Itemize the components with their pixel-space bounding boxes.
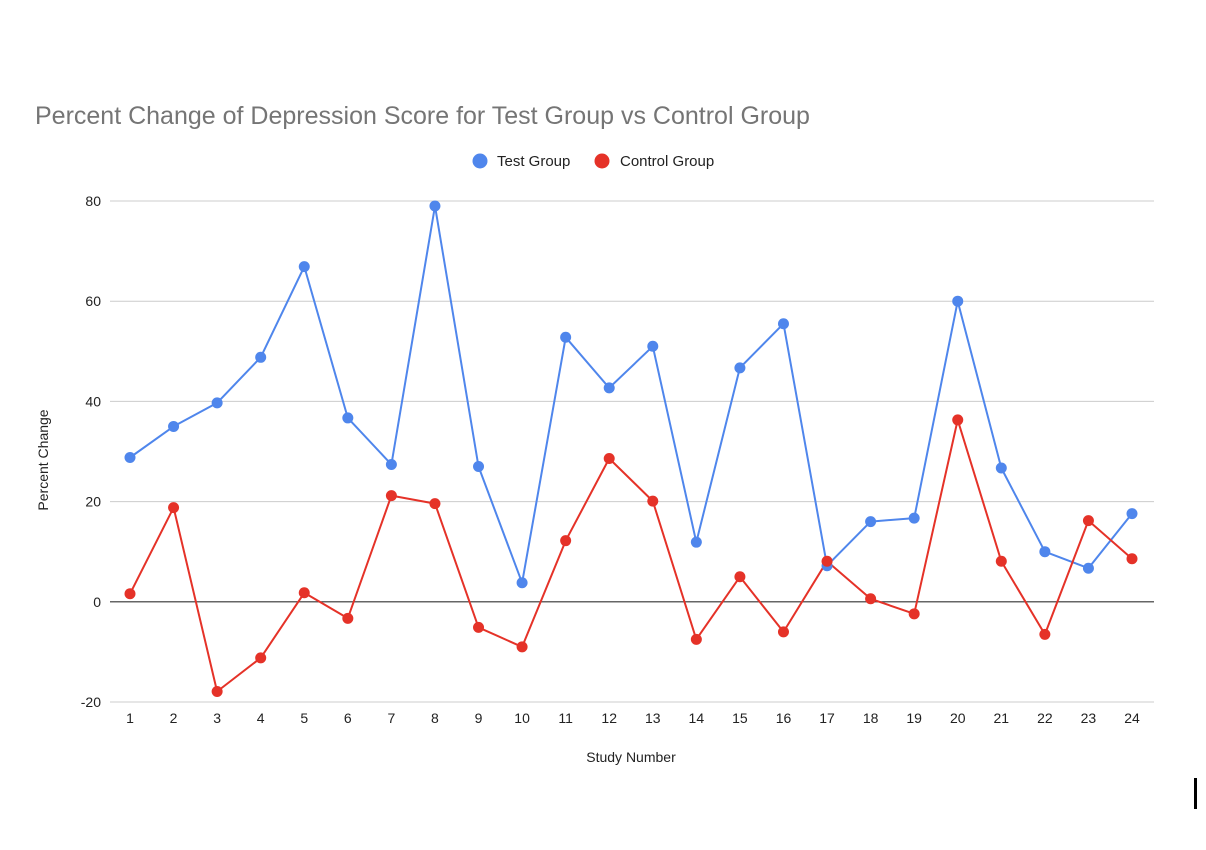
x-tick-label: 6	[344, 710, 352, 726]
legend: Test Group Control Group	[472, 153, 714, 170]
x-tick-label: 8	[431, 710, 439, 726]
y-axis-title: Percent Change	[35, 409, 51, 510]
control-group-point	[690, 633, 702, 645]
y-tick-label: 20	[85, 494, 101, 510]
test-group-point	[908, 512, 920, 524]
x-tick-label: 18	[863, 710, 879, 726]
y-axis-ticks: -20 0 20 40 60 80	[81, 193, 101, 710]
series-lines	[129, 205, 1133, 693]
x-tick-label: 5	[300, 710, 308, 726]
y-tick-label: 80	[85, 193, 101, 209]
control-group-point	[342, 612, 354, 624]
series-points	[124, 200, 1138, 697]
test-group-legend-marker	[472, 153, 488, 169]
control-group-point	[777, 626, 789, 638]
x-tick-label: 1	[126, 710, 134, 726]
control-group-point	[995, 555, 1007, 567]
test-group-point	[1126, 508, 1138, 520]
control-group-point	[211, 685, 223, 697]
test-group-point	[1039, 546, 1051, 558]
control-group-point	[1082, 515, 1094, 527]
test-group-point	[124, 452, 136, 464]
test-group-point	[473, 461, 485, 473]
test-group-point	[168, 420, 180, 432]
x-tick-label: 19	[906, 710, 922, 726]
test-group-point	[560, 331, 572, 343]
control-group-point	[821, 555, 833, 567]
x-tick-label: 3	[213, 710, 221, 726]
control-group-point	[560, 535, 572, 547]
test-group-point	[603, 382, 615, 394]
control-group-point	[952, 414, 964, 426]
control-group-point	[908, 608, 920, 620]
control-group-point	[647, 495, 659, 507]
x-tick-label: 10	[514, 710, 530, 726]
x-tick-label: 21	[994, 710, 1010, 726]
control-group-point	[429, 498, 441, 510]
text-cursor	[1194, 778, 1197, 809]
x-tick-label: 17	[819, 710, 835, 726]
x-tick-label: 14	[689, 710, 705, 726]
control-group-point	[168, 502, 180, 514]
test-group-point	[516, 577, 528, 589]
x-tick-label: 2	[170, 710, 178, 726]
test-group-point	[255, 351, 267, 363]
test-group-line	[129, 205, 1133, 584]
control-group-point	[298, 587, 310, 599]
control-group-point	[1039, 628, 1051, 640]
chart-title: Percent Change of Depression Score for T…	[35, 102, 810, 130]
x-axis-title: Study Number	[586, 749, 676, 765]
x-tick-label: 4	[257, 710, 265, 726]
test-group-point	[1082, 562, 1094, 574]
test-group-point	[647, 340, 659, 352]
test-group-point	[777, 318, 789, 330]
control-group-legend-label: Control Group	[620, 153, 714, 170]
test-group-legend-label: Test Group	[497, 153, 570, 170]
control-group-point	[473, 621, 485, 633]
test-group-point	[734, 362, 746, 374]
x-tick-label: 7	[387, 710, 395, 726]
test-group-point	[298, 261, 310, 273]
x-tick-label: 12	[601, 710, 617, 726]
y-tick-label: 60	[85, 293, 101, 309]
x-tick-label: 23	[1081, 710, 1097, 726]
control-group-legend-marker	[594, 153, 610, 169]
x-tick-label: 20	[950, 710, 966, 726]
control-group-point	[865, 593, 877, 605]
control-group-point	[255, 652, 267, 664]
y-tick-label: 40	[85, 393, 101, 409]
x-tick-label: 24	[1124, 710, 1140, 726]
x-tick-label: 9	[475, 710, 483, 726]
y-tick-label: -20	[81, 694, 101, 710]
test-group-point	[995, 462, 1007, 474]
test-group-point	[429, 200, 441, 212]
x-tick-label: 16	[776, 710, 792, 726]
x-axis-ticks: 1 2 3 4 5 6 7 8 9 10 11 12 13 14 15 16 17 18 19 20 21 22 23 24	[126, 710, 1140, 726]
control-group-line	[129, 418, 1133, 693]
x-tick-label: 11	[558, 710, 573, 726]
x-tick-label: 13	[645, 710, 661, 726]
test-group-point	[342, 412, 354, 424]
control-group-point	[603, 453, 615, 465]
test-group-point	[385, 459, 397, 471]
control-group-point	[734, 571, 746, 583]
control-group-point	[1126, 553, 1138, 565]
control-group-point	[516, 641, 528, 653]
control-group-point	[385, 490, 397, 502]
test-group-point	[952, 295, 964, 307]
test-group-point	[690, 536, 702, 548]
test-group-point	[211, 397, 223, 409]
test-group-point	[865, 516, 877, 528]
x-tick-label: 22	[1037, 710, 1053, 726]
control-group-point	[124, 588, 136, 600]
x-tick-label: 15	[732, 710, 748, 726]
gridlines	[110, 200, 1154, 703]
y-tick-label: 0	[93, 594, 101, 610]
